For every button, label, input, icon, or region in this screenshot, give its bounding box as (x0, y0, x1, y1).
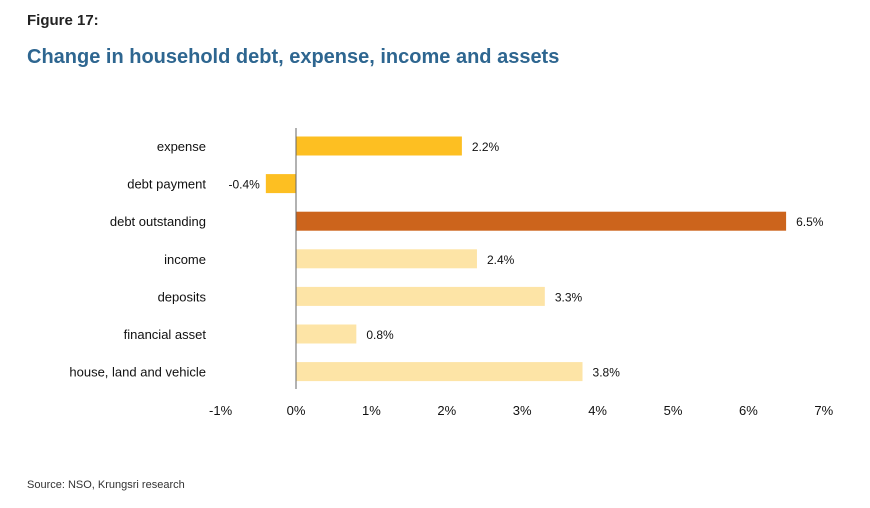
category-label: deposits (158, 289, 207, 304)
figure-label: Figure 17: (27, 12, 99, 29)
chart-title: Change in household debt, expense, incom… (27, 46, 560, 68)
data-label: -0.4% (228, 178, 260, 192)
bar (265, 174, 296, 194)
data-label: 0.8% (366, 328, 394, 342)
x-tick-label: 7% (814, 403, 833, 418)
data-label: 2.2% (472, 140, 500, 154)
bar (296, 136, 462, 156)
category-label: financial asset (124, 327, 207, 342)
x-tick-label: 0% (287, 403, 306, 418)
category-label: income (164, 252, 206, 267)
bar (296, 362, 583, 382)
x-tick-label: 2% (437, 403, 456, 418)
data-label: 6.5% (796, 215, 824, 229)
data-label: 3.8% (593, 366, 621, 380)
x-tick-label: 3% (513, 403, 532, 418)
x-tick-label: 5% (664, 403, 683, 418)
category-label: debt payment (127, 177, 206, 192)
data-label: 2.4% (487, 253, 515, 267)
bar (296, 249, 477, 269)
category-label: expense (157, 139, 206, 154)
x-tick-label: 6% (739, 403, 758, 418)
x-tick-label: -1% (209, 403, 233, 418)
data-label: 3.3% (555, 290, 583, 304)
category-label: debt outstanding (110, 214, 206, 229)
bar (296, 286, 545, 306)
x-tick-label: 1% (362, 403, 381, 418)
source-note: Source: NSO, Krungsri research (27, 479, 185, 491)
x-tick-label: 4% (588, 403, 607, 418)
bar (296, 211, 787, 231)
bar (296, 324, 357, 344)
category-label: house, land and vehicle (69, 365, 206, 380)
